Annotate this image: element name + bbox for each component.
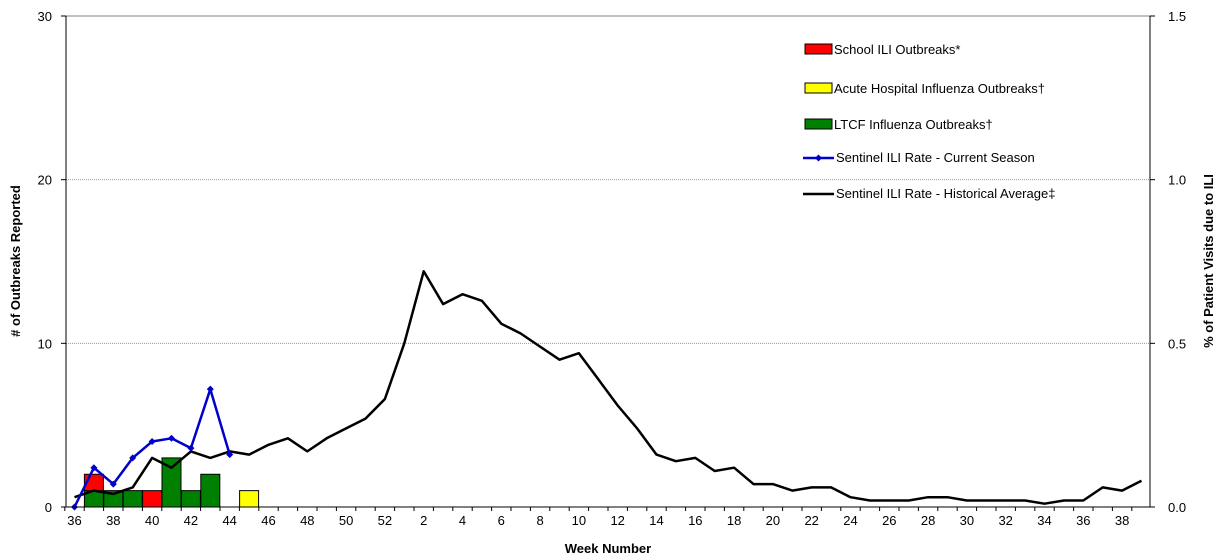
x-tick-label: 6: [498, 513, 505, 528]
x-tick-label: 14: [649, 513, 663, 528]
x-tick-label: 24: [843, 513, 857, 528]
legend-item-current: Sentinel ILI Rate - Current Season: [803, 150, 1035, 165]
x-tick-label: 8: [536, 513, 543, 528]
left-axis-title: # of Outbreaks Reported: [8, 185, 23, 337]
x-tick-label: 16: [688, 513, 702, 528]
x-tick-label: 22: [804, 513, 818, 528]
x-tick-label: 52: [378, 513, 392, 528]
bar: [122, 490, 143, 508]
x-tick-label: 40: [145, 513, 159, 528]
current-season-point: [187, 444, 195, 452]
legend-item-hospital: Acute Hospital Influenza Outbreaks†: [804, 81, 1045, 96]
x-tick-label: 18: [727, 513, 741, 528]
x-tick-label: 20: [766, 513, 780, 528]
legend-label-hospital: Acute Hospital Influenza Outbreaks†: [834, 81, 1045, 96]
left-tick-label: 30: [38, 9, 52, 24]
bar: [239, 490, 260, 508]
grid-lines: [66, 179, 1150, 344]
x-tick-label: 38: [1115, 513, 1129, 528]
x-tick-label: 26: [882, 513, 896, 528]
right-tick-label: 0.0: [1168, 500, 1186, 515]
x-tick-label: 42: [184, 513, 198, 528]
x-tick-label: 30: [960, 513, 974, 528]
bar: [180, 490, 201, 508]
x-tick-label: 32: [998, 513, 1012, 528]
current-season-point: [206, 385, 214, 393]
legend-item-historical: Sentinel ILI Rate - Historical Average‡: [803, 186, 1055, 201]
legend-label-ltcf: LTCF Influenza Outbreaks†: [834, 117, 993, 132]
legend-item-school: School ILI Outbreaks*: [804, 42, 960, 57]
legend-marker-current: [815, 154, 822, 162]
x-tick-label: 44: [222, 513, 236, 528]
bar: [142, 490, 163, 508]
current-season-point: [129, 454, 137, 462]
x-tick-label: 12: [610, 513, 624, 528]
legend-item-ltcf: LTCF Influenza Outbreaks†: [804, 117, 993, 132]
x-tick-label: 4: [459, 513, 466, 528]
x-tick-label: 2: [420, 513, 427, 528]
axes: [61, 15, 1155, 511]
x-tick-label: 28: [921, 513, 935, 528]
current-season-point: [168, 434, 175, 442]
x-tick-label: 48: [300, 513, 314, 528]
historical-average-line: [74, 270, 1143, 505]
right-tick-label: 1.0: [1168, 173, 1186, 188]
x-tick-label: 10: [572, 513, 586, 528]
x-tick-label: 36: [67, 513, 81, 528]
current-season-point: [148, 438, 156, 446]
bar: [200, 473, 221, 508]
current-season-point: [109, 480, 117, 488]
left-tick-label: 0: [45, 500, 52, 515]
right-axis-title: % of Patient Visits due to ILI: [1201, 174, 1216, 348]
right-tick-label: 1.5: [1168, 9, 1186, 24]
legend-swatch-ltcf: [804, 118, 833, 130]
x-axis-title: Week Number: [565, 541, 651, 556]
left-tick-label: 20: [38, 173, 52, 188]
left-tick-label: 10: [38, 336, 52, 351]
legend-label-current: Sentinel ILI Rate - Current Season: [836, 150, 1035, 165]
x-tick-label: 50: [339, 513, 353, 528]
lines: [71, 270, 1143, 511]
x-tick-label: 38: [106, 513, 120, 528]
legend-label-school: School ILI Outbreaks*: [834, 42, 960, 57]
x-tick-label: 36: [1076, 513, 1090, 528]
legend-swatch-hospital: [804, 82, 833, 94]
legend-swatch-school: [804, 43, 833, 55]
current-season-point: [90, 464, 98, 472]
right-tick-label: 0.5: [1168, 336, 1186, 351]
legend: School ILI Outbreaks* Acute Hospital Inf…: [803, 42, 1055, 201]
current-season-point: [226, 451, 234, 459]
x-tick-label: 34: [1037, 513, 1051, 528]
x-tick-label: 46: [261, 513, 275, 528]
legend-label-historical: Sentinel ILI Rate - Historical Average‡: [836, 186, 1055, 201]
